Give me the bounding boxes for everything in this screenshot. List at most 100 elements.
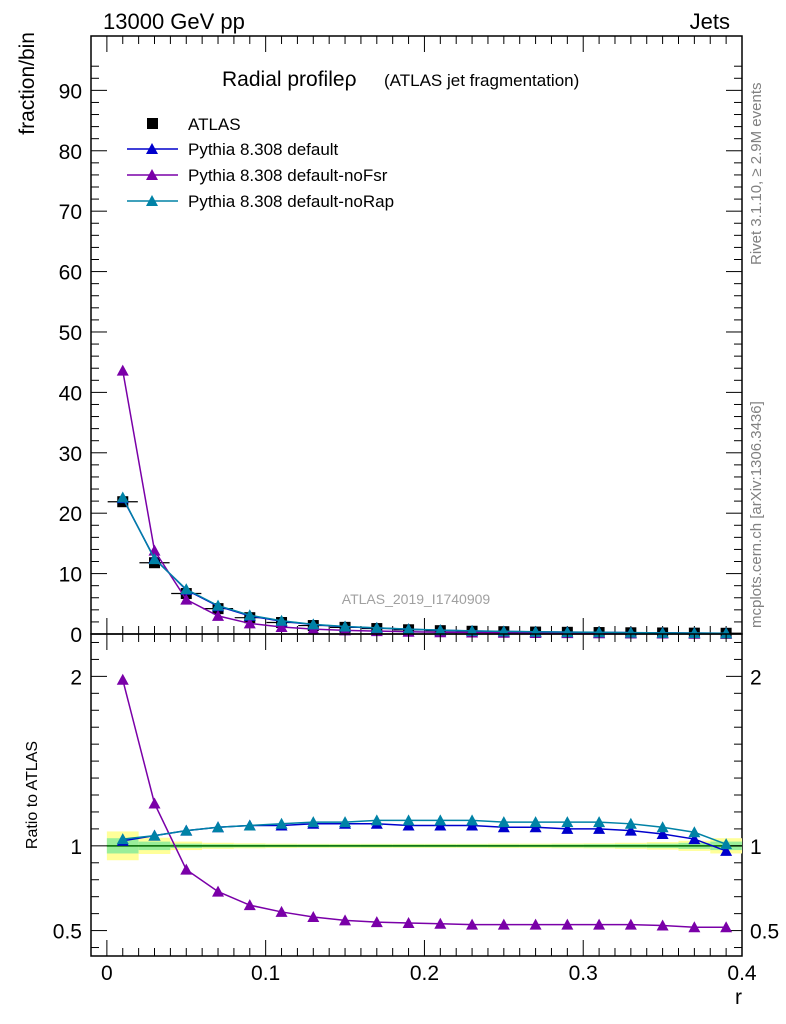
ratio-series-marker-1: [370, 916, 383, 928]
main-series-marker-2: [180, 593, 193, 605]
main-series-marker-2: [243, 617, 256, 629]
ratio-series-marker-2: [529, 816, 542, 828]
main-y-tick-label: 20: [59, 503, 82, 526]
ratio-x-tick-label: 0.2: [410, 962, 439, 985]
ratio-plot-frame: [90, 633, 743, 957]
main-y-tick-label: 90: [59, 80, 82, 103]
legend-marker-default: [146, 143, 158, 154]
main-y-tick-label: 50: [59, 322, 82, 345]
legend-label-nofsr: Pythia 8.308 default-noFsr: [188, 166, 388, 185]
ratio-axis-ticks: 0.5 0.5 1 1 2 2 0 0.1 0.2 0.3 0.4: [53, 634, 779, 985]
main-series-marker-3: [275, 614, 288, 626]
main-series-marker-3: [212, 599, 225, 611]
ratio-series-marker-2: [180, 824, 193, 836]
ratio-y-tick-label-right: 0.5: [750, 921, 779, 944]
rivet-label: Rivet 3.1.10, ≥ 2.9M events: [748, 83, 765, 266]
ratio-series-marker-2: [688, 826, 701, 838]
main-y-tick-label: 60: [59, 262, 82, 285]
main-y-tick-label: 40: [59, 382, 82, 405]
ratio-xlabel: r: [735, 986, 742, 1009]
ratio-series-line-1: [122, 679, 727, 928]
legend-label-norap: Pythia 8.308 default-noRap: [188, 192, 394, 211]
main-y-tick-label: 80: [59, 141, 82, 164]
ratio-series-marker-1: [275, 905, 288, 917]
ratio-x-tick-label: 0: [101, 962, 113, 985]
mcplots-label: mcplots.cern.ch [arXiv:1306.3436]: [748, 401, 765, 628]
header-left: 13000 GeV pp: [103, 9, 245, 34]
ratio-y-tick-label: 2: [70, 666, 82, 689]
main-series-marker-3: [466, 624, 479, 636]
legend: ATLAS Pythia 8.308 default Pythia 8.308 …: [127, 115, 394, 211]
main-y-tick-label: 30: [59, 443, 82, 466]
main-title-main: Radial profileρ: [222, 68, 357, 91]
main-series-marker-3: [624, 626, 637, 638]
legend-marker-nofsr: [146, 169, 158, 180]
ratio-series-marker-2: [497, 816, 510, 828]
ratio-uncertainty-bands: [106, 831, 742, 861]
ratio-series-marker-2: [561, 816, 574, 828]
main-y-tick-label: 70: [59, 201, 82, 224]
ratio-series-marker-1: [307, 911, 320, 923]
ratio-series-marker-0: [720, 844, 733, 856]
ratio-series-marker-1: [434, 917, 447, 929]
main-axis-ticks: 0 10 20 30 40 50 60 70 80 90: [59, 36, 743, 647]
main-series-marker-3: [720, 627, 733, 639]
ratio-series-marker-1: [466, 918, 479, 930]
main-series-marker-3: [148, 553, 161, 565]
main-series-marker-2: [116, 364, 129, 376]
legend-marker-atlas: [147, 118, 158, 129]
ratio-y-tick-label: 0.5: [53, 921, 82, 944]
ratio-series-marker-2: [720, 838, 733, 850]
ratio-series-marker-2: [656, 821, 669, 833]
ratio-series-marker-1: [402, 916, 415, 928]
ratio-y-tick-label-right: 1: [750, 836, 762, 859]
ratio-series-marker-1: [180, 863, 193, 875]
ratio-series-marker-1: [148, 797, 161, 809]
ratio-series-marker-2: [624, 817, 637, 829]
legend-marker-norap: [146, 195, 158, 206]
ratio-series-marker-2: [370, 814, 383, 826]
ratio-series-marker-2: [275, 817, 288, 829]
ratio-series-marker-1: [212, 885, 225, 897]
ratio-series-marker-1: [561, 918, 574, 930]
ratio-series-marker-1: [688, 921, 701, 933]
ratio-series-marker-2: [243, 819, 256, 831]
ratio-series-marker-2: [339, 816, 352, 828]
ratio-series-marker-0: [656, 827, 669, 839]
main-series-marker-3: [434, 624, 447, 636]
ratio-series-marker-2: [434, 814, 447, 826]
main-series-marker-3: [688, 627, 701, 639]
ratio-series-marker-0: [688, 833, 701, 845]
ratio-series-marker-1: [116, 673, 129, 685]
ratio-series-marker-2: [593, 816, 606, 828]
ratio-series-marker-1: [624, 918, 637, 930]
main-series-marker-2: [212, 609, 225, 621]
ratio-series-marker-1: [243, 899, 256, 911]
watermark: ATLAS_2019_I1740909: [342, 591, 491, 607]
ratio-series-marker-1: [339, 914, 352, 926]
main-series-marker-3: [656, 626, 669, 638]
main-series-marker-3: [307, 618, 320, 630]
ratio-series-marker-1: [593, 918, 606, 930]
main-series-marker-3: [243, 609, 256, 621]
ratio-ylabel: Ratio to ATLAS: [24, 741, 41, 849]
ratio-x-tick-label: 0.4: [727, 962, 757, 985]
header-right: Jets: [690, 9, 730, 34]
ratio-y-tick-label-right: 2: [750, 666, 762, 689]
main-series-marker-3: [180, 583, 193, 595]
ratio-series-marker-2: [116, 833, 129, 845]
main-title-sub: (ATLAS jet fragmentation): [384, 71, 579, 90]
ratio-series-marker-0: [561, 822, 574, 834]
ratio-series-marker-2: [307, 816, 320, 828]
main-series-marker-2: [275, 621, 288, 633]
ratio-x-tick-label: 0.3: [569, 962, 598, 985]
ratio-x-tick-label: 0.1: [251, 962, 280, 985]
ratio-series-line-2: [122, 819, 727, 845]
main-series-line-3: [122, 497, 727, 634]
main-ylabel: fraction/bin: [16, 32, 39, 135]
ratio-data-layer: [116, 673, 733, 933]
ratio-series-marker-0: [593, 822, 606, 834]
ratio-series-marker-2: [466, 814, 479, 826]
ratio-series-marker-1: [720, 921, 733, 933]
